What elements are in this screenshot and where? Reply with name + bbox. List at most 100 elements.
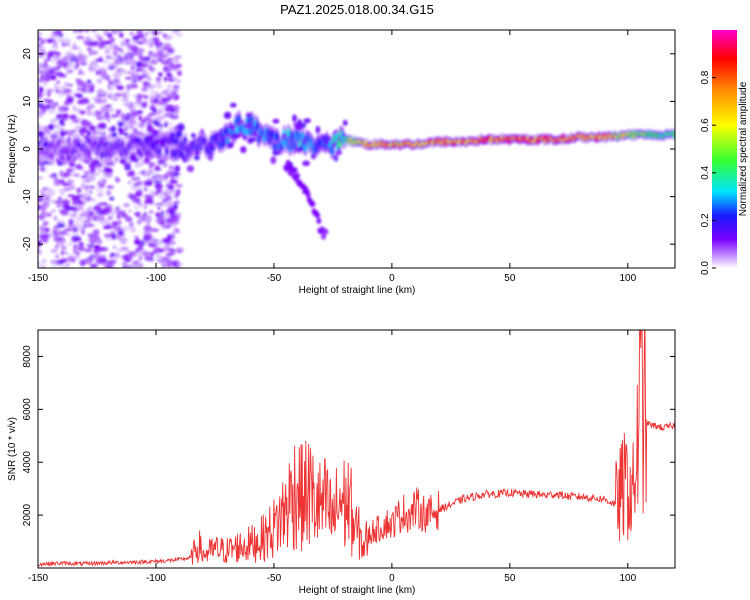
spectrogram-cell bbox=[171, 91, 177, 95]
spectrogram-cell bbox=[95, 58, 103, 62]
spectrogram-cell bbox=[68, 212, 78, 218]
spectrogram-cell bbox=[53, 177, 59, 181]
spectrogram-cell bbox=[89, 167, 96, 174]
spectrogram-cell bbox=[89, 205, 94, 210]
spectrogram-cell bbox=[98, 261, 105, 264]
spectrogram-cell bbox=[102, 163, 107, 169]
spectrogram-cell bbox=[99, 177, 103, 184]
x-tick-label: 100 bbox=[619, 573, 636, 584]
spectrogram-cell bbox=[73, 30, 78, 33]
spectrogram-cell bbox=[235, 133, 241, 138]
y-tick-label: 20 bbox=[22, 48, 33, 60]
spectrogram-cell bbox=[173, 215, 181, 220]
spectrogram-cell bbox=[140, 216, 148, 221]
spectrogram-cell bbox=[86, 110, 93, 116]
spectrogram-cell bbox=[61, 240, 67, 244]
snr-frame bbox=[37, 329, 676, 569]
spectrogram-cell bbox=[62, 174, 68, 178]
spectrogram-cell bbox=[170, 109, 175, 113]
spectrogram-cell bbox=[118, 48, 123, 52]
spectrogram-cell bbox=[42, 55, 47, 60]
spectrogram-cell bbox=[62, 38, 71, 44]
spectrogram-cell bbox=[315, 125, 321, 134]
spectrogram-cell bbox=[117, 220, 122, 226]
spectrogram-cell bbox=[162, 33, 167, 38]
spectrogram-cell bbox=[122, 103, 131, 106]
spectrogram-cell bbox=[115, 109, 122, 115]
spectrogram-cell bbox=[164, 121, 168, 128]
spectrogram-cell bbox=[126, 52, 130, 59]
spectrogram-cell bbox=[38, 261, 41, 267]
spectrogram-cell bbox=[147, 240, 157, 243]
spectrogram-cell bbox=[119, 226, 129, 231]
spectrogram-cell bbox=[84, 248, 93, 253]
spectrogram-cell bbox=[123, 203, 130, 208]
spectrogram-cell bbox=[55, 241, 64, 246]
snr-panel: -150 -100 -50 0 50 100 2000 4000 6000 8000 Height… bbox=[7, 329, 676, 596]
spectrogram-cell bbox=[89, 66, 96, 72]
spectrogram-cell bbox=[73, 244, 78, 250]
spectrogram-cell bbox=[116, 213, 122, 220]
spectrogram-cell bbox=[38, 63, 45, 66]
spectrogram-cell bbox=[38, 70, 44, 74]
spectrogram-cell bbox=[165, 252, 173, 257]
x-tick-label: -150 bbox=[28, 273, 48, 284]
spectrogram-cell bbox=[140, 246, 145, 252]
spectrogram-cell bbox=[110, 94, 117, 101]
spectrogram-cell bbox=[193, 154, 200, 161]
spectrogram-cell bbox=[76, 187, 82, 194]
spectrogram-cell bbox=[240, 146, 247, 154]
spectrogram-cell bbox=[78, 241, 84, 247]
spectrogram-cell bbox=[66, 233, 71, 236]
spectrogram-cell bbox=[163, 244, 170, 251]
spectrogram-cell bbox=[110, 85, 115, 91]
spectrogram-cell bbox=[138, 255, 143, 262]
spectrogram-cell bbox=[112, 78, 121, 83]
spectrogram-cell bbox=[127, 181, 132, 184]
spectrogram-cell bbox=[38, 126, 42, 130]
spectrogram-cell bbox=[165, 260, 174, 267]
spectrogram-cell bbox=[127, 225, 136, 231]
spectrogram-cell bbox=[63, 187, 71, 192]
spectrogram-cell bbox=[101, 211, 105, 216]
spectrogram-cell bbox=[38, 97, 42, 102]
spectrogram-cell bbox=[67, 194, 76, 198]
spectrogram-cell bbox=[80, 183, 87, 190]
spectrogram-cell bbox=[116, 248, 124, 252]
spectrogram-cell bbox=[97, 254, 107, 260]
spectrogram-cell bbox=[94, 188, 101, 192]
spectrogram-cell bbox=[129, 194, 138, 200]
spectrogram-cell bbox=[39, 77, 44, 82]
spectrogram-cell bbox=[39, 41, 46, 44]
spectrogram-cell bbox=[89, 263, 98, 268]
spectrogram-cell bbox=[73, 200, 79, 204]
spectrogram-cell bbox=[71, 219, 79, 223]
spectrogram-cell bbox=[56, 113, 62, 119]
spectrogram-cell bbox=[154, 241, 164, 245]
x-tick-label: 0 bbox=[389, 273, 395, 284]
spectrogram-cell bbox=[146, 181, 153, 187]
spectrogram-cell bbox=[63, 88, 72, 92]
spectrogram-cell bbox=[150, 161, 156, 167]
spectrogram-cell bbox=[110, 30, 115, 33]
spectrogram-cell bbox=[169, 210, 176, 215]
spectrogram-cell bbox=[173, 68, 181, 71]
spectrogram-cell bbox=[60, 264, 68, 268]
spectrogram-cell bbox=[118, 32, 124, 38]
spectrogram-cell bbox=[129, 124, 134, 130]
spectrogram-cell bbox=[152, 107, 157, 114]
x-tick-label: 0 bbox=[389, 573, 395, 584]
spectrogram-cell bbox=[56, 161, 63, 166]
spectrogram-cell bbox=[86, 243, 96, 248]
spectrogram-cell bbox=[106, 190, 112, 196]
spectrogram-cell bbox=[41, 201, 50, 208]
x-tick-label: -100 bbox=[146, 573, 166, 584]
spectrogram-cell bbox=[146, 235, 155, 238]
spectrogram-cell bbox=[140, 123, 147, 127]
spectrogram-cell bbox=[61, 73, 67, 78]
spectrogram-cell bbox=[59, 170, 64, 177]
spectrogram-cell bbox=[292, 114, 297, 123]
spectrogram-cell bbox=[93, 245, 101, 250]
spectrogram-cell bbox=[109, 212, 116, 215]
